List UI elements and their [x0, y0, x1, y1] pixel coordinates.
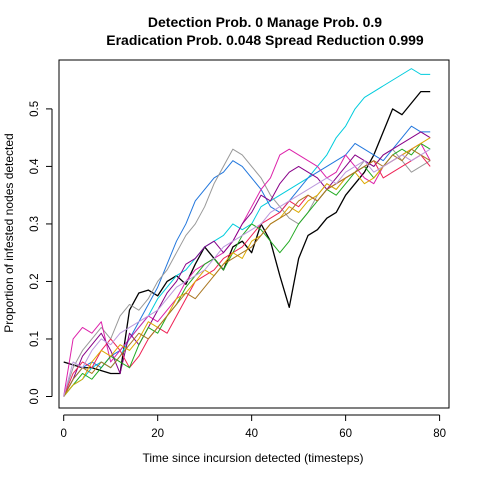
- y-tick-label: 0.2: [29, 273, 41, 289]
- y-axis: 0.0 0.1 0.2 0.3 0.4 0.5: [29, 101, 53, 404]
- y-tick-label: 0.4: [29, 158, 41, 175]
- series-line-3: [63, 125, 431, 397]
- x-tick-label: 60: [339, 428, 352, 440]
- x-axis: 0 20 40 60 80: [60, 414, 446, 440]
- x-axis-label: Time since incursion detected (timesteps…: [143, 451, 364, 465]
- y-tick-label: 0.1: [29, 331, 41, 347]
- series-layer: [63, 68, 431, 397]
- x-tick-label: 20: [151, 428, 164, 440]
- x-tick-label: 80: [433, 428, 446, 440]
- x-tick-label: 40: [245, 428, 258, 440]
- y-tick-label: 0.5: [29, 101, 41, 117]
- chart-title: Detection Prob. 0 Manage Prob. 0.9: [148, 14, 382, 30]
- series-line-10: [63, 148, 431, 397]
- x-tick-label: 0: [60, 428, 66, 440]
- y-axis-label: Proportion of infested nodes detected: [2, 133, 16, 332]
- series-line-8: [63, 142, 431, 397]
- plot-frame: [58, 59, 450, 409]
- series-line-4: [63, 148, 431, 397]
- chart-subtitle: Eradication Prob. 0.048 Spread Reduction…: [106, 32, 424, 48]
- y-tick-label: 0.3: [29, 216, 41, 232]
- series-line-11: [63, 148, 431, 397]
- y-tick-label: 0.0: [29, 388, 41, 404]
- series-line-7: [63, 154, 431, 397]
